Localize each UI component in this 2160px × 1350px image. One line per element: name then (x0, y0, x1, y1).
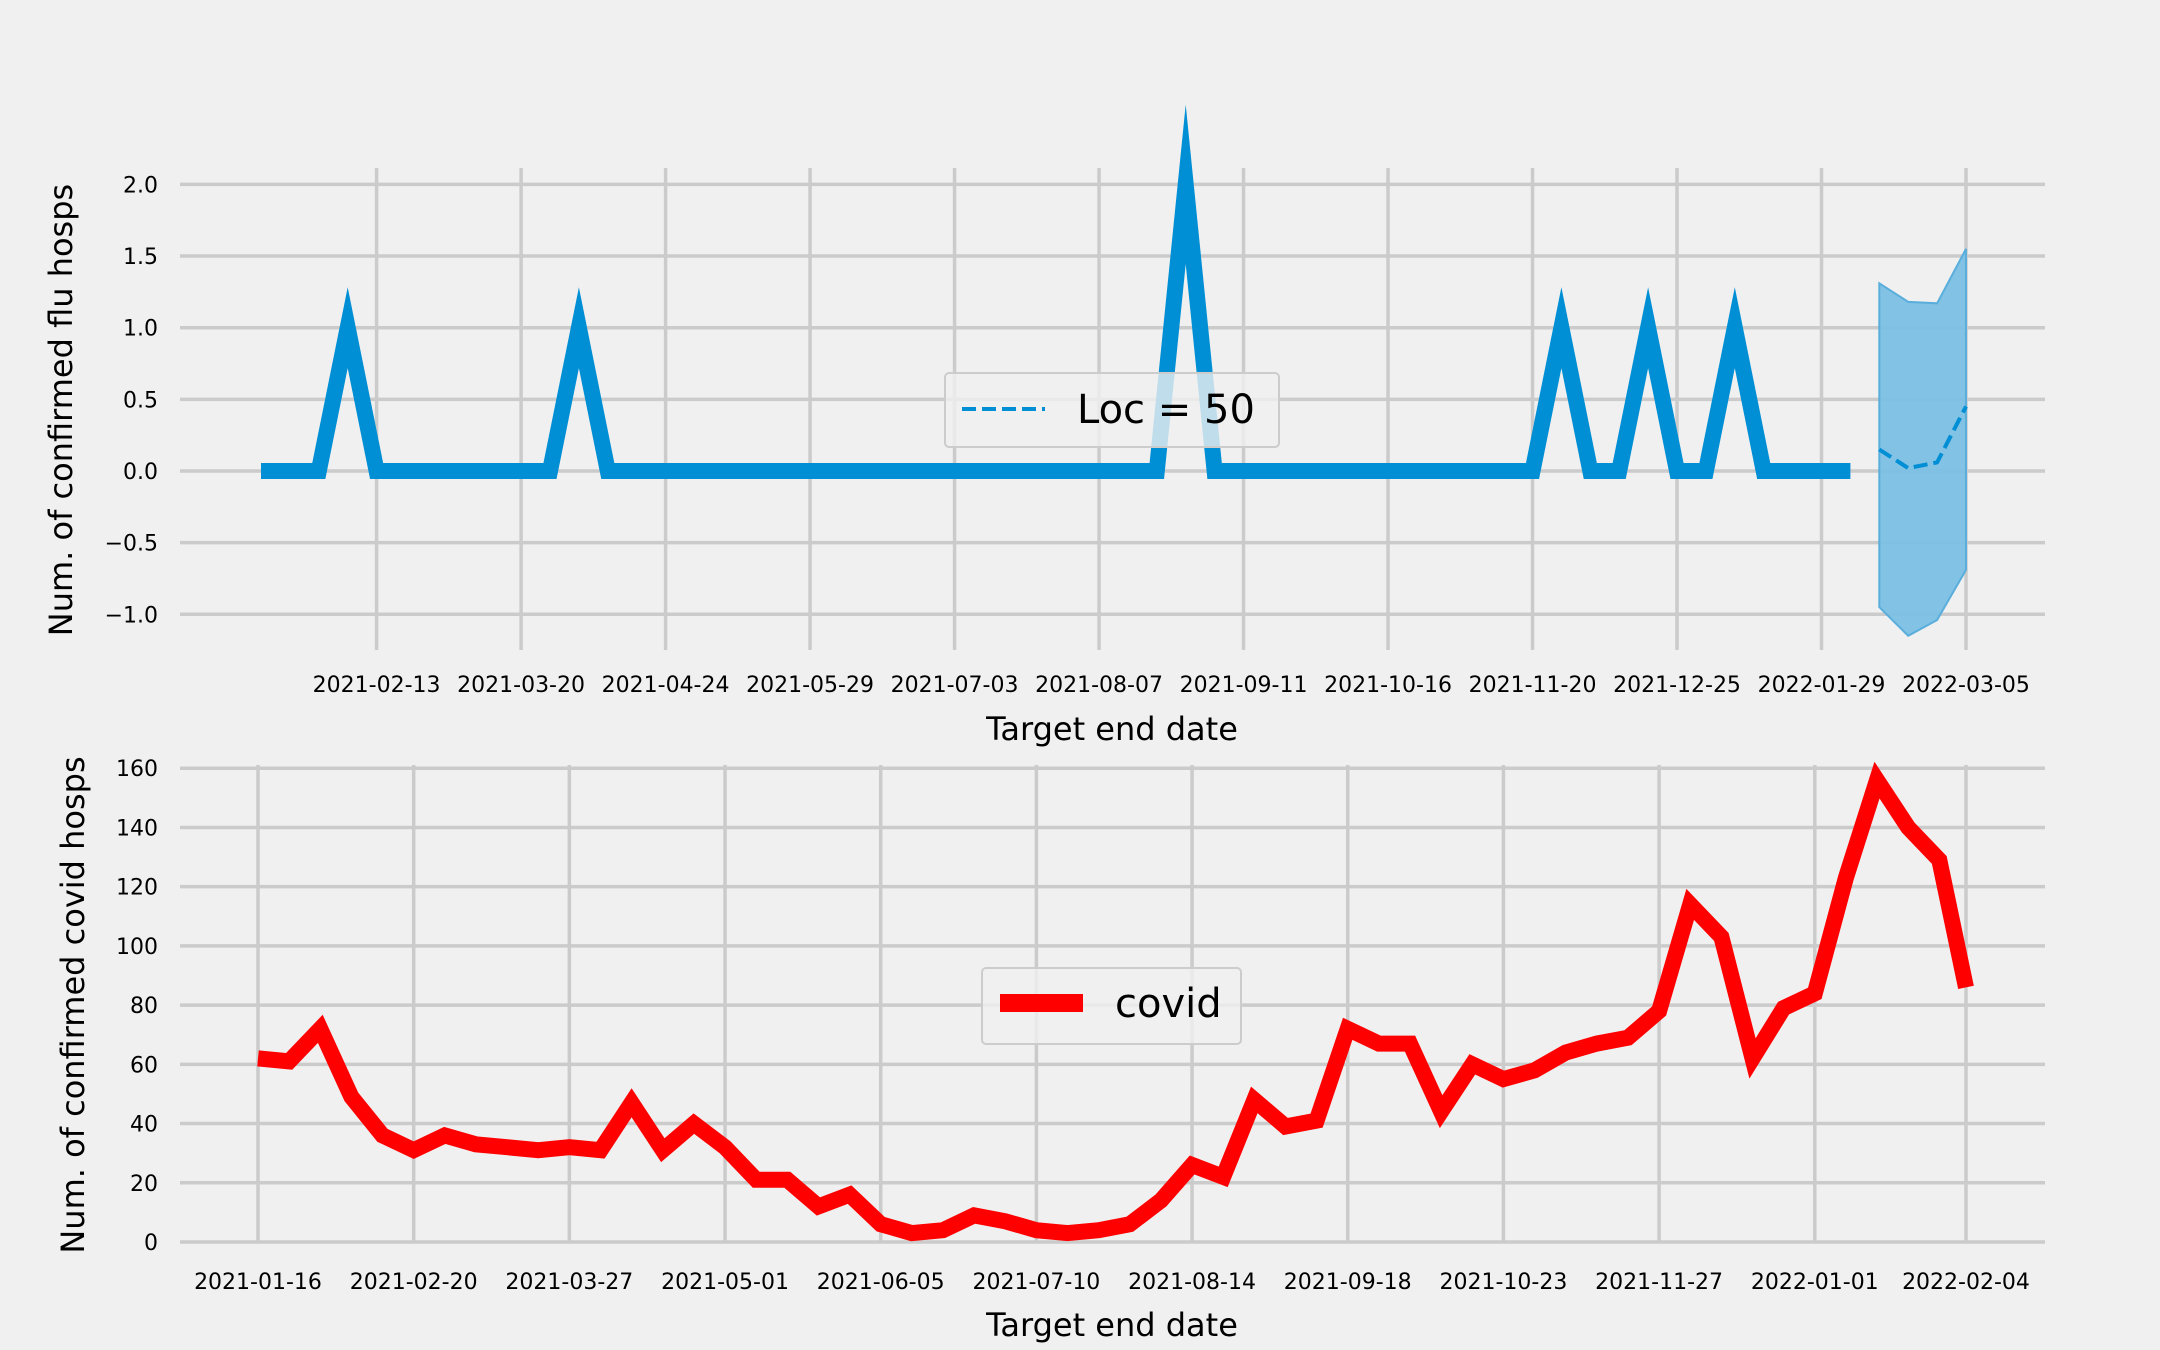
flu-x-tick-label: 2021-03-20 (457, 673, 585, 698)
covid-x-tick-label: 2021-07-10 (972, 1270, 1100, 1295)
covid-lines (257, 761, 1974, 1242)
covid-x-tick-label: 2022-01-01 (1751, 1270, 1879, 1295)
covid-x-tick-label: 2021-05-01 (661, 1270, 789, 1295)
flu-x-tick-label: 2022-03-05 (1902, 673, 2030, 698)
covid-x-tick-label: 2021-01-16 (194, 1270, 322, 1295)
covid-x-tick-label: 2021-02-20 (350, 1270, 478, 1295)
covid-legend-label: covid (1115, 981, 1222, 1027)
covid-y-tick-label: 60 (130, 1053, 158, 1078)
flu-forecast-interval (1878, 248, 1967, 638)
covid-chart: 0 20 40 60 80 100 120 140 160 2021-01-16 2021-02-… (54, 756, 2045, 1344)
flu-x-tick-label: 2021-04-24 (602, 673, 730, 698)
flu-observed-line (261, 104, 1851, 479)
covid-x-tick-label: 2021-10-23 (1439, 1270, 1567, 1295)
covid-y-tick-label: 40 (130, 1113, 158, 1138)
flu-x-tick-label: 2021-12-25 (1613, 673, 1741, 698)
flu-y-tick-label: −0.5 (105, 532, 158, 557)
flu-y-tick-label: 1.5 (123, 245, 158, 270)
covid-y-tick-labels: 0 20 40 60 80 100 120 140 160 (116, 757, 158, 1256)
covid-legend-box (981, 967, 1242, 1045)
flu-x-tick-labels: 2021-02-13 2021-03-20 2021-04-24 2021-05-29… (313, 673, 2030, 698)
flu-y-tick-label: 2.0 (123, 173, 158, 198)
flu-y-tick-label: 1.0 (123, 317, 158, 342)
covid-y-tick-label: 140 (116, 816, 158, 841)
covid-line (257, 761, 1974, 1242)
flu-forecast-median-line (1878, 405, 1968, 471)
covid-x-tick-label: 2021-11-27 (1595, 1270, 1723, 1295)
covid-y-tick-label: 120 (116, 876, 158, 901)
flu-chart: −1.0−0.50.00.51.01.52.0 2021-02-13 2021-0… (42, 104, 2045, 748)
flu-x-tick-label: 2021-10-16 (1324, 673, 1452, 698)
flu-x-tick-label: 2021-09-11 (1180, 673, 1308, 698)
covid-x-tick-label: 2021-09-18 (1284, 1270, 1412, 1295)
covid-x-tick-label: 2022-02-04 (1902, 1270, 2030, 1295)
flu-legend-box (944, 372, 1280, 448)
covid-y-tick-label: 100 (116, 935, 158, 960)
flu-y-axis-label: Num. of confirmed flu hosps (42, 184, 80, 636)
covid-y-axis-label: Num. of confirmed covid hosps (54, 756, 92, 1253)
covid-x-tick-label: 2021-08-14 (1128, 1270, 1256, 1295)
covid-y-tick-label: 0 (144, 1231, 158, 1256)
flu-y-tick-label: 0.0 (123, 460, 158, 485)
flu-legend-label: Loc = 50 (1077, 387, 1255, 433)
flu-x-tick-label: 2021-08-07 (1035, 673, 1163, 698)
covid-y-tick-label: 80 (130, 994, 158, 1019)
flu-legend: Loc = 50 (944, 372, 1280, 448)
flu-x-tick-label: 2021-11-20 (1469, 673, 1597, 698)
flu-forecast-band (1878, 248, 1967, 638)
covid-x-tick-label: 2021-06-05 (817, 1270, 945, 1295)
covid-x-tick-labels: 2021-01-16 2021-02-20 2021-03-27 2021-05-01… (194, 1270, 2030, 1295)
covid-x-tick-label: 2021-03-27 (505, 1270, 633, 1295)
flu-x-axis-label: Target end date (985, 710, 1238, 748)
covid-y-tick-label: 160 (116, 757, 158, 782)
flu-x-tick-label: 2022-01-29 (1758, 673, 1886, 698)
flu-x-tick-label: 2021-02-13 (313, 673, 441, 698)
flu-x-tick-label: 2021-07-03 (891, 673, 1019, 698)
flu-y-tick-label: −1.0 (105, 603, 158, 628)
flu-lines (261, 104, 1968, 479)
flu-y-tick-label: 0.5 (123, 388, 158, 413)
covid-legend: covid (981, 967, 1242, 1045)
flu-y-tick-labels: −1.0 −0.5 0.0 0.5 1.0 1.5 2.0 (105, 173, 158, 628)
covid-x-axis-label: Target end date (985, 1306, 1238, 1344)
flu-x-tick-label: 2021-05-29 (746, 673, 874, 698)
covid-y-tick-label: 20 (130, 1172, 158, 1197)
